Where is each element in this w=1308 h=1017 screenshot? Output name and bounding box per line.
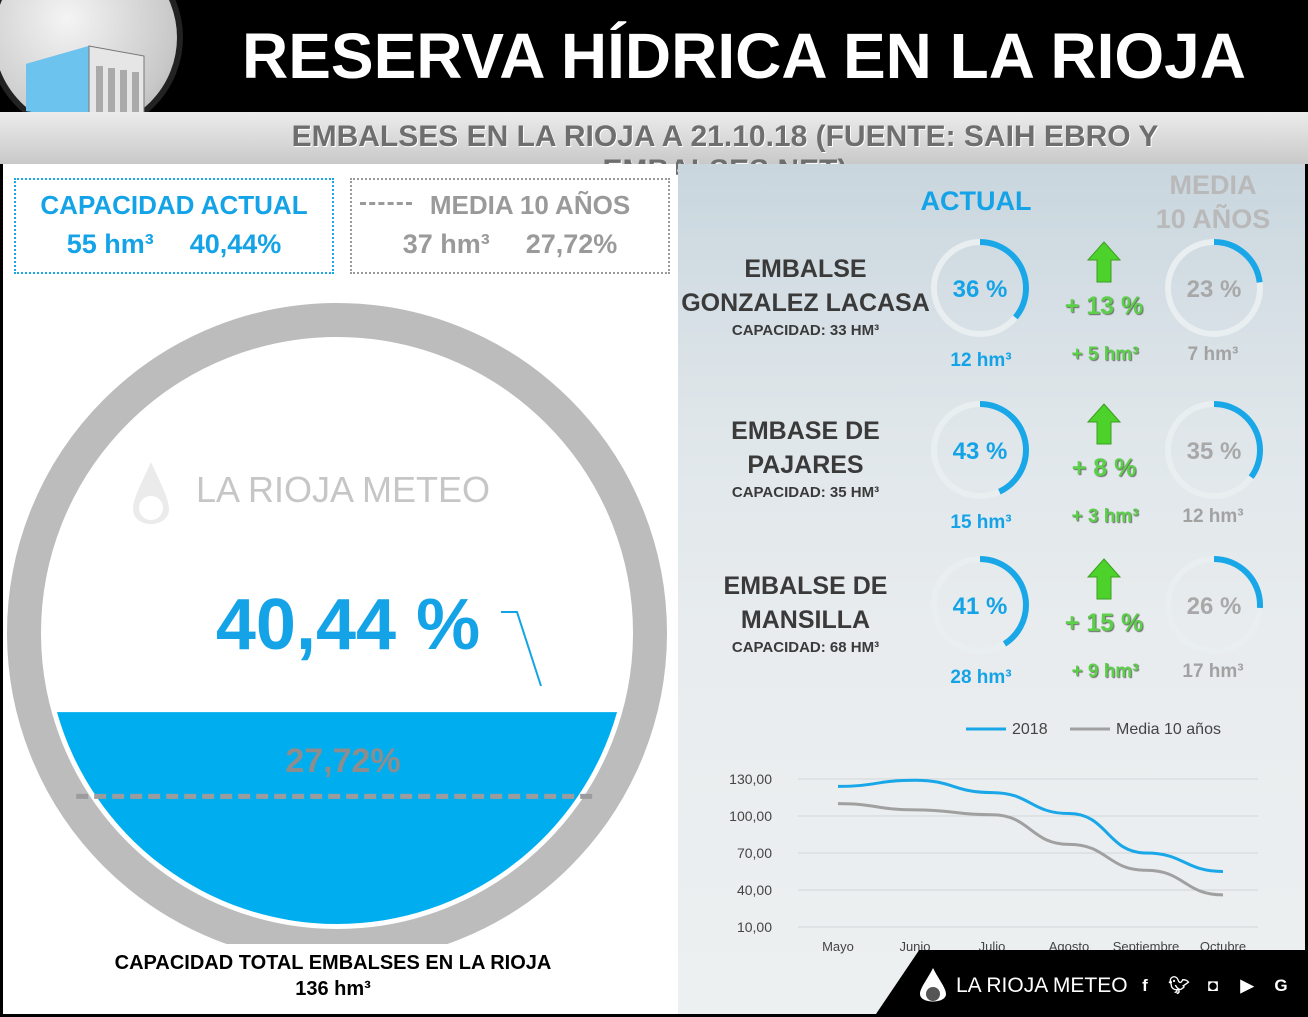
gauge-label: 43 %: [953, 438, 1008, 465]
gauge-arc: [1165, 401, 1263, 499]
legend-label: Media 10 años: [1116, 721, 1221, 738]
media-volume: 37 hm³: [402, 229, 490, 259]
footer-logo-icon: [920, 968, 946, 1002]
diff-percent: + 13 %: [1064, 292, 1144, 320]
actual-gauge: 41 %: [931, 556, 1029, 654]
y-tick-label: 70,00: [737, 845, 772, 861]
reservoir-capacity: CAPACIDAD: 33 HM³: [731, 322, 880, 339]
gauge-ring: [7, 303, 667, 944]
media-percent: 27,72%: [525, 229, 618, 259]
reservoir-name: EMBALSE DE MANSILLA CAPACIDAD: 68 HM³: [678, 569, 933, 656]
media-label: MEDIA 10 AÑOS: [429, 190, 631, 220]
facebook-icon[interactable]: f: [1142, 976, 1148, 995]
google-icon[interactable]: G: [1274, 976, 1288, 995]
gauge-label: 23 %: [1187, 276, 1242, 303]
gauge-arc: [931, 239, 1029, 337]
gauge-label: 35 %: [1187, 438, 1242, 465]
subtitle-bar: [0, 112, 1308, 164]
x-tick-label: Mayo: [822, 939, 854, 954]
y-tick-label: 130,00: [729, 771, 772, 787]
media-volume: 17 hm³: [1182, 661, 1244, 682]
diff-volume: + 5 hm³: [1071, 344, 1139, 365]
actual-gauge: 36 %: [931, 239, 1029, 337]
diff-volume: + 9 hm³: [1071, 661, 1139, 682]
column-media-line1: MEDIA: [1169, 170, 1257, 200]
actual-volume: 55 hm³: [66, 229, 154, 259]
social-icons: f 🐦︎ ◘ ▶ G: [1128, 976, 1298, 996]
reservoir-name-line2: PAJARES: [747, 451, 864, 479]
y-tick-label: 40,00: [737, 882, 772, 898]
watermark-text: LA RIOJA METEO: [196, 469, 490, 510]
reservoir-capacity: CAPACIDAD: 68 HM³: [731, 639, 880, 656]
actual-volume: 28 hm³: [950, 667, 1012, 688]
reservoir-capacity: CAPACIDAD: 35 HM³: [731, 484, 880, 501]
capacidad-actual-label: CAPACIDAD ACTUAL: [40, 190, 308, 220]
reservoir-name-line1: EMBALSE DE: [723, 572, 888, 600]
media-10-anos-box: MEDIA 10 AÑOS 37 hm³ 27,72%: [350, 178, 670, 274]
diff-percent: + 8 %: [1071, 454, 1137, 482]
up-arrow-icon: [1086, 403, 1122, 445]
footer-bar: [876, 950, 1308, 1014]
reservoir-name: EMBALSE GONZALEZ LACASA CAPACIDAD: 33 HM…: [678, 252, 933, 339]
gauge-arc: [931, 401, 1029, 499]
capacity-gauge: LA RIOJA METEO 40,44 % 27,72%: [7, 303, 667, 944]
reservoir-name-line1: EMBALSE: [744, 255, 867, 283]
page-title: RESERVA HÍDRICA EN LA RIOJA: [242, 20, 1246, 92]
header-bar: [0, 0, 1308, 112]
watermark-logo-icon: [133, 462, 169, 524]
gauge-arc: [1165, 556, 1263, 654]
reservoir-name-line1: EMBASE DE: [731, 417, 880, 445]
capacidad-total-label: CAPACIDAD TOTAL EMBALSES EN LA RIOJA: [114, 952, 552, 974]
column-media-line2: 10 AÑOS: [1155, 204, 1271, 234]
dashed-legend-line: [360, 202, 412, 205]
gauge-media-label: 27,72%: [285, 742, 400, 780]
gauge-label: 26 %: [1187, 593, 1242, 620]
instagram-icon[interactable]: ◘: [1207, 976, 1219, 995]
media-gauge: 35 %: [1165, 401, 1263, 499]
column-media-header: MEDIA 10 AÑOS: [1148, 168, 1278, 236]
media-gauge: 23 %: [1165, 239, 1263, 337]
capacidad-total: CAPACIDAD TOTAL EMBALSES EN LA RIOJA 136…: [3, 950, 663, 1002]
diff-volume: + 3 hm³: [1071, 506, 1139, 527]
reservoir-name-line2: MANSILLA: [740, 606, 871, 634]
up-arrow-icon: [1086, 558, 1122, 600]
media-volume: 12 hm³: [1182, 506, 1244, 527]
gauge-arc: [1165, 239, 1263, 337]
actual-percent: 40,44%: [189, 229, 282, 259]
reservoir-name-line2: GONZALEZ LACASA: [681, 289, 930, 317]
media-volume: 7 hm³: [1187, 344, 1239, 365]
diff-percent: + 15 %: [1064, 609, 1144, 637]
value-leader-line: [501, 611, 542, 687]
capacidad-actual-box: CAPACIDAD ACTUAL 55 hm³ 40,44%: [14, 178, 334, 274]
twitter-icon[interactable]: 🐦︎: [1168, 976, 1190, 995]
capacidad-total-value: 136 hm³: [295, 978, 371, 1000]
actual-volume: 12 hm³: [950, 350, 1012, 371]
column-actual-header: ACTUAL: [920, 186, 1032, 216]
up-arrow-icon: [1086, 241, 1122, 283]
youtube-icon[interactable]: ▶: [1240, 976, 1254, 995]
series-line: [837, 778, 1224, 873]
gauge-label: 36 %: [953, 276, 1008, 303]
actual-gauge: 43 %: [931, 401, 1029, 499]
left-panel: CAPACIDAD ACTUAL 55 hm³ 40,44% MEDIA 10 A…: [3, 164, 676, 1014]
right-panel: ACTUAL MEDIA 10 AÑOS EMBALSE GONZALEZ LA…: [678, 164, 1305, 1014]
gauge-label: 41 %: [953, 593, 1008, 620]
reservoir-name: EMBASE DE PAJARES CAPACIDAD: 35 HM³: [678, 414, 933, 501]
media-gauge: 26 %: [1165, 556, 1263, 654]
gauge-arc: [931, 556, 1029, 654]
y-tick-label: 10,00: [737, 919, 772, 935]
gauge-value-label: 40,44 %: [216, 585, 480, 665]
series-line: [837, 802, 1224, 897]
footer-brand: LA RIOJA METEO: [956, 974, 1128, 997]
actual-volume: 15 hm³: [950, 512, 1012, 533]
water-fill: [56, 712, 618, 924]
y-tick-label: 100,00: [729, 808, 772, 824]
legend-label: 2018: [1012, 721, 1048, 738]
